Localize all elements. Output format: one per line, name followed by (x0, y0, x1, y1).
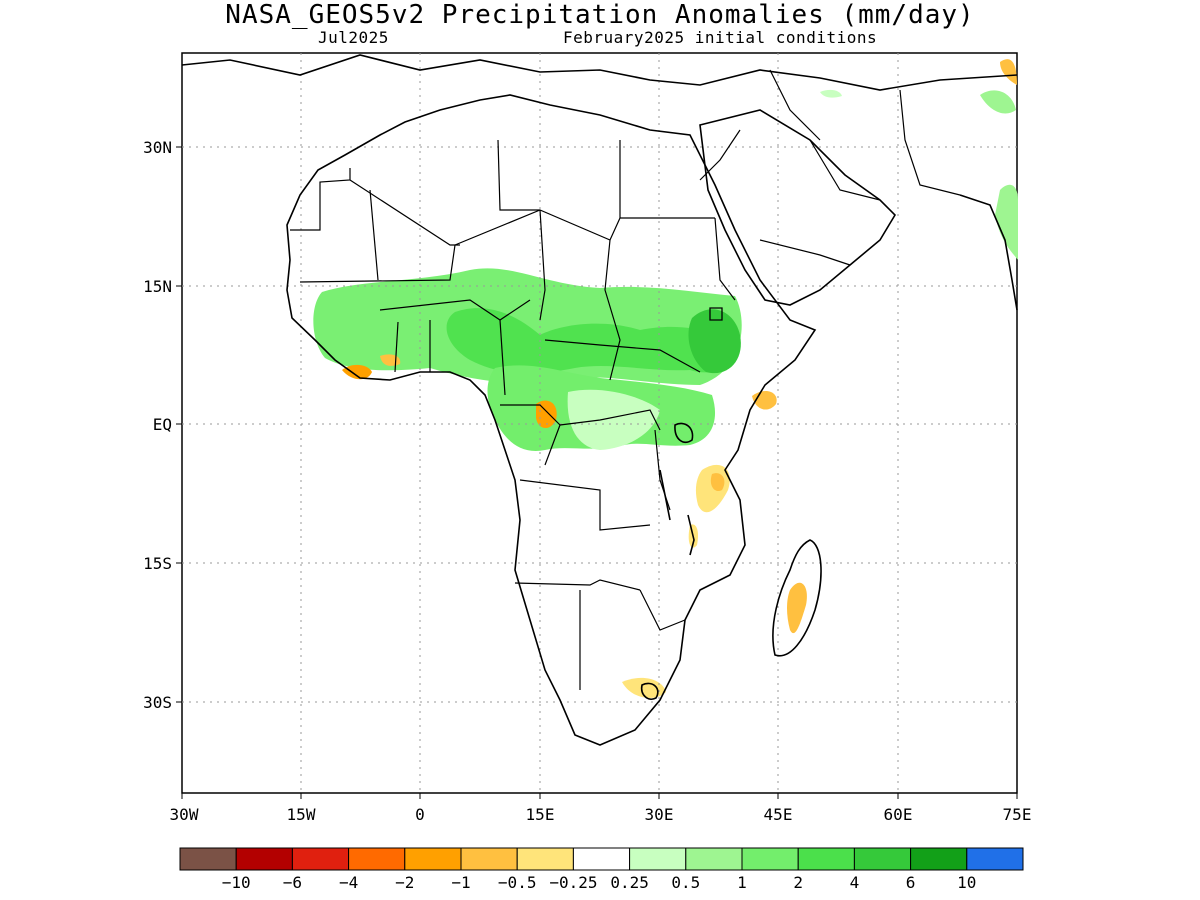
colorbar-swatch (741, 847, 799, 871)
colorbar-label: −0.25 (549, 873, 597, 892)
guinea-coast-dry (342, 364, 372, 380)
colorbar: −10 −6 −4 −2 −1 −0.5 −0.25 0.25 0.5 1 2 4 6 10 (179, 847, 1024, 892)
colorbar-swatch (404, 847, 462, 871)
lon-axis: 30W 15W 0 15E 30E 45E 60E 75E (170, 793, 1032, 824)
tanzania-dry-core (710, 473, 725, 492)
lake-tana (709, 307, 723, 321)
lakes (640, 307, 723, 700)
colorbar-swatch (235, 847, 293, 871)
lon-label-0: 0 (415, 805, 425, 824)
colorbar-label: 2 (793, 873, 803, 892)
se-europe-wet (980, 90, 1016, 114)
lake-victoria (674, 422, 694, 444)
colorbar-label: 6 (906, 873, 916, 892)
south-africa-dry (622, 677, 666, 698)
lat-label-15n: 15N (143, 277, 172, 296)
central-africa-wet-light (567, 389, 660, 450)
europe-coastline (181, 54, 1018, 91)
colorbar-label: 1 (737, 873, 747, 892)
colorbar-swatch (179, 847, 237, 871)
colorbar-swatch (572, 847, 631, 871)
lesotho (640, 682, 659, 700)
madagascar-coastline (772, 539, 822, 657)
colorbar-swatch (460, 847, 518, 871)
lat-label-30s: 30S (143, 693, 172, 712)
lon-label-15w: 15W (287, 805, 316, 824)
colorbar-swatch (291, 847, 350, 871)
colorbar-label: 0.5 (671, 873, 700, 892)
colorbar-label: −10 (222, 873, 251, 892)
lat-axis: 30N 15N EQ 15S 30S (143, 138, 182, 712)
colorbar-label: 10 (957, 873, 976, 892)
africa-coastline (286, 94, 817, 746)
colorbar-label: −4 (339, 873, 358, 892)
colorbar-swatch (629, 847, 687, 871)
colorbar-label: 0.25 (610, 873, 649, 892)
gridlines (182, 53, 1017, 793)
lat-label-15s: 15S (143, 554, 172, 573)
korea-dry-top (1000, 59, 1017, 85)
lake-malawi (687, 514, 695, 556)
lake-tanganyika (659, 469, 671, 521)
gabon-dry (536, 400, 557, 429)
lon-label-30e: 30E (645, 805, 674, 824)
colorbar-label: −1 (451, 873, 470, 892)
lon-label-75e: 75E (1003, 805, 1032, 824)
forecast-month: Jul2025 (318, 28, 389, 47)
colorbar-swatch (853, 847, 912, 871)
colorbar-swatch (348, 847, 406, 871)
colorbar-label: −2 (395, 873, 414, 892)
map-title: NASA_GEOS5v2 Precipitation Anomalies (mm… (225, 0, 975, 30)
se-europe-wet-2 (820, 89, 842, 98)
lon-label-15e: 15E (526, 805, 555, 824)
country-borders (290, 69, 961, 690)
colorbar-swatch (797, 847, 855, 871)
lat-label-eq: EQ (153, 415, 172, 434)
colorbar-swatch (685, 847, 743, 871)
colorbar-label: 4 (850, 873, 860, 892)
lat-label-30n: 30N (143, 138, 172, 157)
colorbar-swatch (516, 847, 574, 871)
lon-label-60e: 60E (884, 805, 913, 824)
sahel-wet-core (446, 308, 736, 374)
madagascar-dry (787, 582, 807, 634)
initial-conditions: February2025 initial conditions (563, 28, 878, 47)
lon-label-30w: 30W (170, 805, 199, 824)
colorbar-swatch (966, 847, 1024, 871)
colorbar-label: −0.5 (498, 873, 537, 892)
india-coastline (959, 194, 1018, 311)
colorbar-label: −6 (283, 873, 302, 892)
lon-label-45e: 45E (764, 805, 793, 824)
sw-arabia-wet (995, 184, 1018, 260)
ethiopia-wet-core (688, 309, 741, 374)
colorbar-swatch (910, 847, 968, 871)
